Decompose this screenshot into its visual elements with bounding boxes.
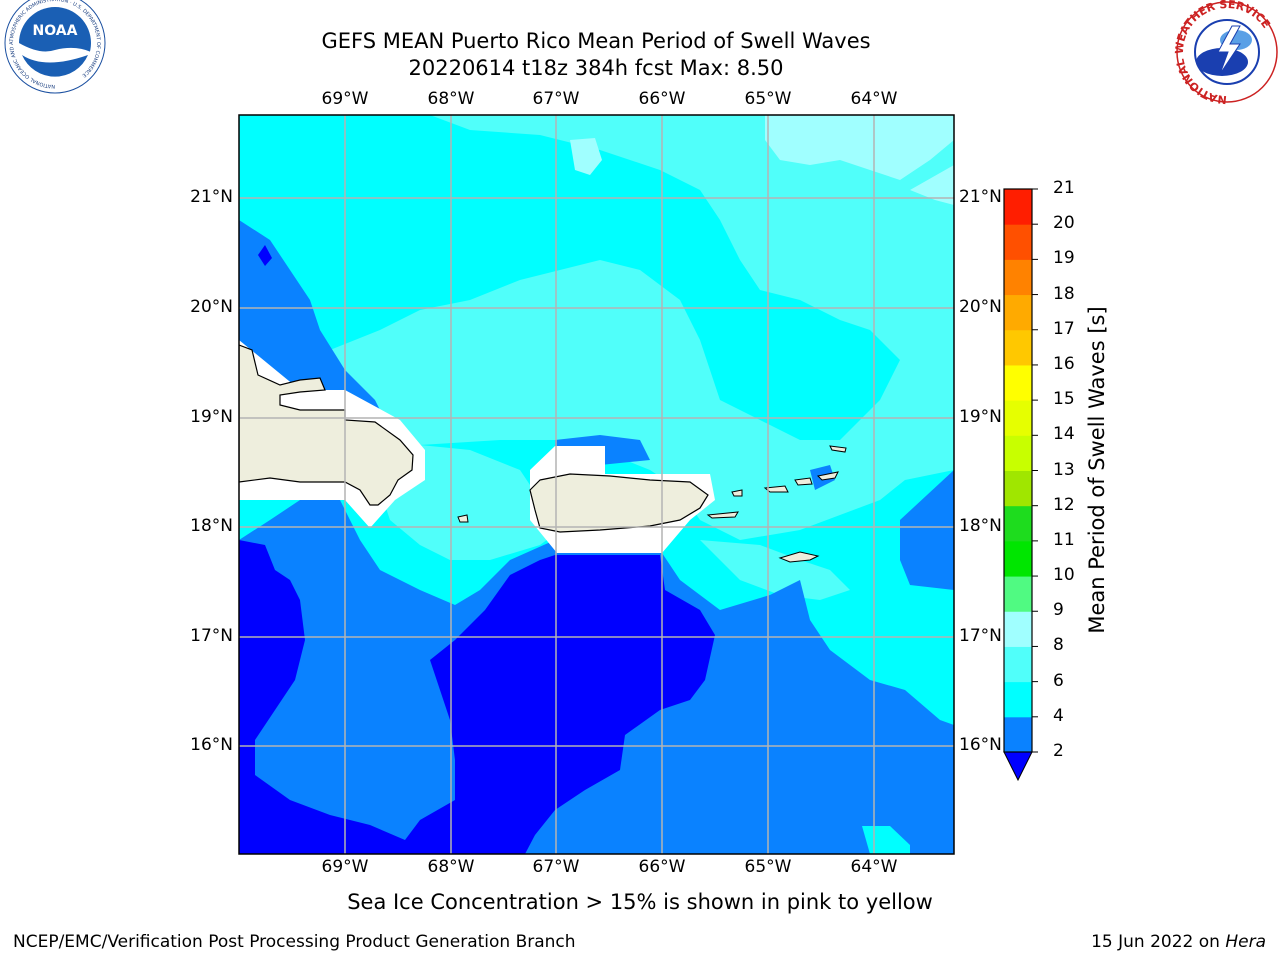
lat-label-right: 16°N — [959, 735, 1002, 755]
colorbar-tick-label: 19 — [1053, 248, 1075, 269]
lon-label-bottom: 68°W — [427, 857, 475, 877]
colorbar-tick-label: 2 — [1053, 741, 1064, 761]
band-lt2s — [239, 540, 715, 854]
lat-label-left: 20°N — [190, 297, 233, 317]
noaa-logo-text: NOAA — [33, 23, 78, 39]
colorbar-tick-label: 11 — [1053, 529, 1075, 550]
st-croix-land — [778, 551, 820, 563]
footer-host: Hera — [1225, 932, 1266, 952]
colorbar-segment — [1004, 400, 1032, 436]
colorbar-tick-label: 14 — [1053, 424, 1075, 445]
map-frame — [238, 114, 955, 855]
lon-label-top: 65°W — [744, 89, 792, 109]
lat-label-left: 17°N — [190, 626, 233, 646]
lat-label-right: 17°N — [959, 626, 1002, 646]
colorbar-segment — [1004, 540, 1032, 577]
colorbar-segment — [1004, 329, 1032, 366]
colorbar-segment — [1004, 505, 1032, 542]
colorbar-tick-label: 8 — [1053, 635, 1064, 656]
footer-date: 15 Jun 2022 on Hera — [1091, 932, 1266, 952]
band-6-8s — [330, 115, 954, 540]
lat-label-right: 21°N — [959, 187, 1002, 207]
islet — [794, 477, 813, 486]
colorbar-tick-label: 13 — [1053, 459, 1075, 480]
chart-title: GEFS MEAN Puerto Rico Mean Period of Swe… — [321, 29, 871, 53]
colorbar-segment — [1004, 646, 1032, 683]
colorbar-label: Mean Period of Swell Waves [s] — [1085, 306, 1109, 634]
lon-label-bottom: 66°W — [638, 857, 686, 877]
colorbar-tick-label: 18 — [1053, 283, 1075, 304]
colorbar-tick-label: 15 — [1053, 389, 1075, 410]
colorbar-tick-label: 10 — [1053, 565, 1075, 586]
colorbar-segment — [1004, 259, 1032, 296]
band-lt2s — [258, 245, 272, 266]
lat-label-right: 19°N — [959, 407, 1002, 427]
islet — [731, 489, 743, 497]
colorbar-tick-label: 12 — [1053, 494, 1075, 515]
lat-label-left: 19°N — [190, 407, 233, 427]
lon-label-top: 68°W — [427, 89, 475, 109]
colorbar-segment — [1004, 294, 1032, 331]
lat-label-left: 21°N — [190, 187, 233, 207]
lat-label-left: 18°N — [190, 516, 233, 536]
band-8-9s — [765, 115, 954, 180]
islet — [706, 511, 739, 519]
colorbar-tick-label: 17 — [1053, 318, 1075, 339]
colorbar-segment — [1004, 611, 1032, 647]
footer-date-text: 15 Jun 2022 on — [1091, 932, 1226, 952]
colorbar-tick-label: 20 — [1053, 213, 1075, 234]
colorbar — [1003, 188, 1038, 782]
colorbar-segment — [1004, 470, 1032, 507]
nws-logo: NATIONAL WEATHER SERVICE — [1173, 0, 1278, 106]
lon-label-top: 69°W — [321, 89, 369, 109]
hispaniola-land — [239, 344, 414, 506]
colorbar-segment — [1004, 224, 1032, 260]
lon-label-bottom: 64°W — [850, 857, 898, 877]
colorbar-extend-triangle — [1003, 751, 1033, 782]
lon-label-top: 66°W — [638, 89, 686, 109]
lon-label-top: 64°W — [850, 89, 898, 109]
colorbar-tick-label: 16 — [1053, 353, 1075, 374]
colorbar-segment — [1004, 435, 1032, 471]
colorbar-segment — [1004, 189, 1032, 225]
lat-label-right: 20°N — [959, 297, 1002, 317]
colorbar-tick-label: 6 — [1053, 670, 1064, 691]
puerto-rico-land — [529, 473, 709, 533]
colorbar-segment — [1004, 716, 1032, 753]
sea-ice-note: Sea Ice Concentration > 15% is shown in … — [347, 890, 933, 914]
chart-subtitle: 20220614 t18z 384h fcst Max: 8.50 — [408, 56, 784, 80]
colorbar-segment — [1004, 576, 1032, 612]
islet — [457, 514, 469, 523]
islet — [829, 445, 847, 453]
colorbar-segment — [1004, 681, 1032, 718]
band-6-8s — [700, 540, 850, 600]
band-2-4s — [900, 470, 954, 590]
colorbar-segment — [1004, 364, 1032, 401]
lon-label-top: 67°W — [532, 89, 580, 109]
lon-label-bottom: 69°W — [321, 857, 369, 877]
lon-label-bottom: 67°W — [532, 857, 580, 877]
swell-period-map — [238, 114, 955, 855]
lat-label-left: 16°N — [190, 735, 233, 755]
band-8-9s — [570, 138, 602, 175]
lat-label-right: 18°N — [959, 516, 1002, 536]
footer-credit: NCEP/EMC/Verification Post Processing Pr… — [13, 932, 576, 952]
islet — [816, 471, 839, 481]
noaa-logo: NOAA NATIONAL OCEANIC AND ATMOSPHERIC AD… — [4, 0, 106, 94]
band-8-9s — [910, 165, 954, 205]
lon-label-bottom: 65°W — [744, 857, 792, 877]
colorbar-tick-label: 21 — [1053, 178, 1075, 198]
colorbar-tick-label: 4 — [1053, 705, 1064, 726]
graticule — [239, 115, 954, 854]
colorbar-tick-label: 9 — [1053, 600, 1064, 621]
